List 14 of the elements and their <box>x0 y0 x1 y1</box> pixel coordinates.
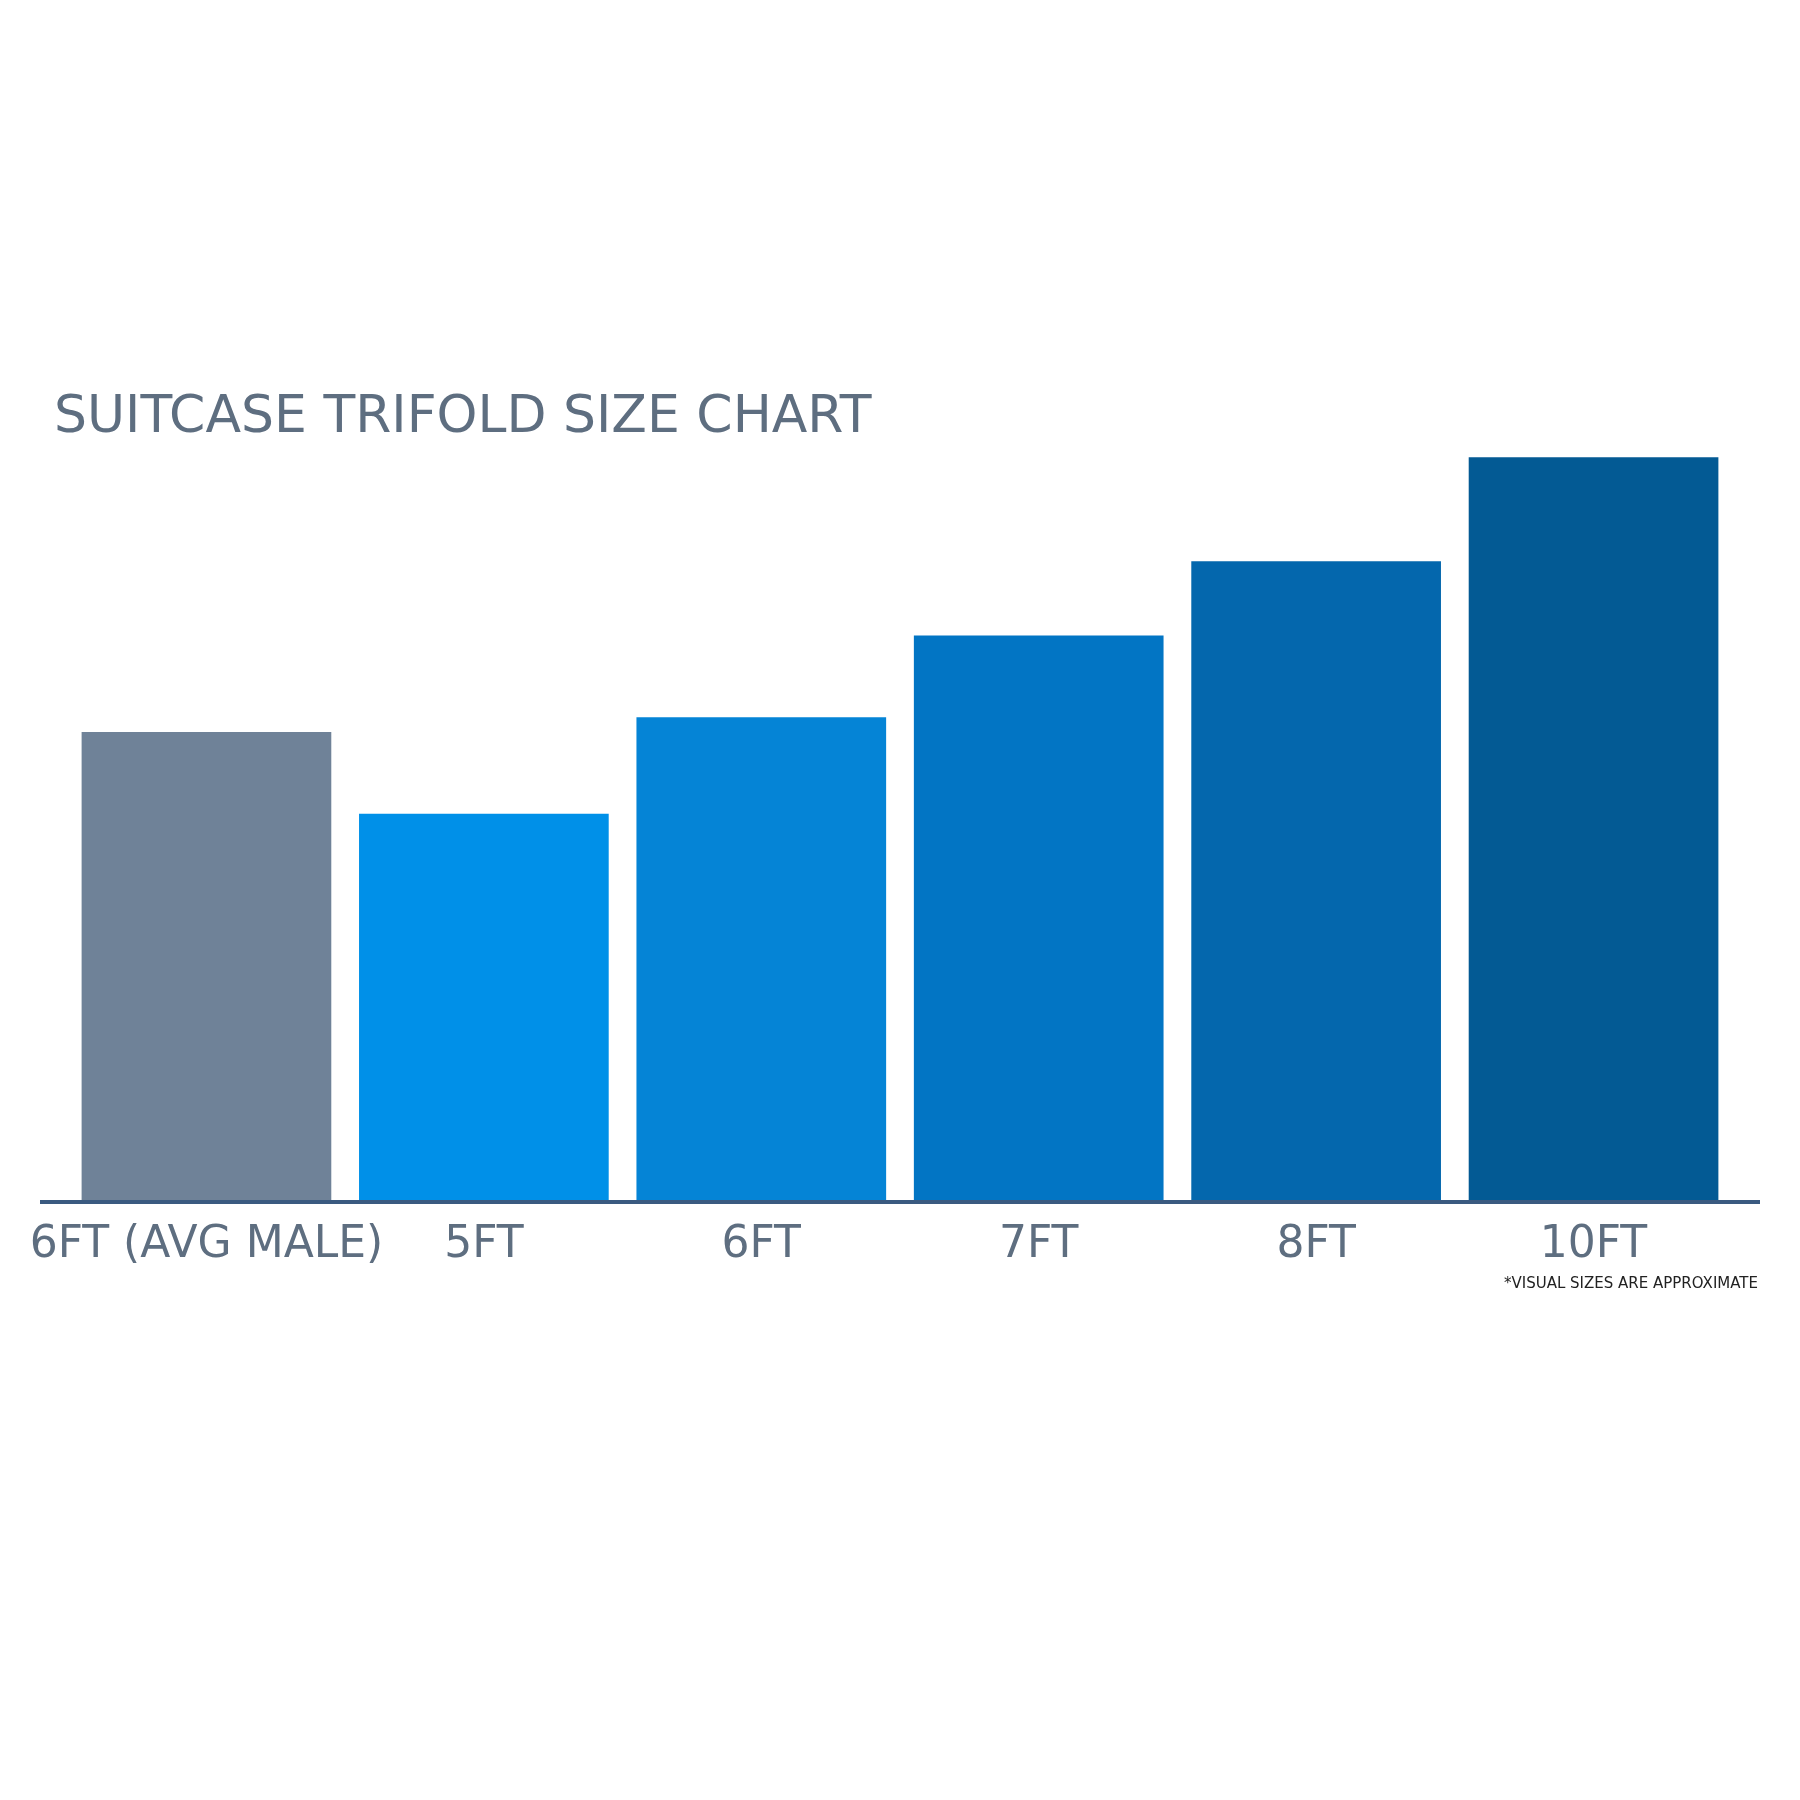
bar <box>636 717 887 1200</box>
bar <box>1191 561 1441 1200</box>
x-tick-label: 6FT (AVG MALE) <box>29 1215 384 1267</box>
x-tick-label: 7FT <box>999 1215 1079 1267</box>
bar <box>359 813 609 1200</box>
x-tick-label: 6FT <box>721 1215 802 1267</box>
bar <box>81 732 332 1200</box>
x-tick-label: 5FT <box>444 1215 524 1267</box>
bar <box>1468 457 1719 1200</box>
bar <box>913 635 1164 1200</box>
x-tick-label: 8FT <box>1276 1215 1356 1267</box>
x-tick-label: 10FT <box>1539 1215 1648 1267</box>
chart-title: SUITCASE TRIFOLD SIZE CHART <box>54 384 872 444</box>
text: *VISUAL SIZES ARE APPROXIMATE <box>1504 1274 1758 1292</box>
